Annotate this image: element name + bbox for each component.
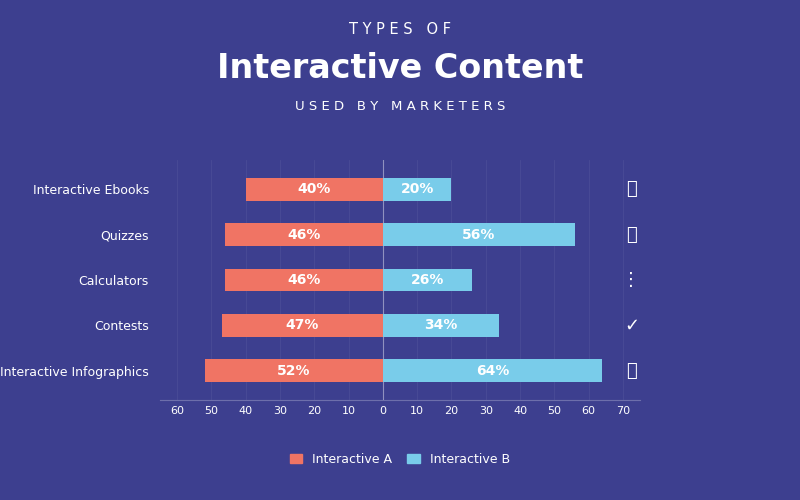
Text: 47%: 47% <box>286 318 319 332</box>
Text: 64%: 64% <box>476 364 510 378</box>
Bar <box>222 314 383 336</box>
Text: 34%: 34% <box>425 318 458 332</box>
Bar <box>383 178 451 201</box>
Text: U S E D   B Y   M A R K E T E R S: U S E D B Y M A R K E T E R S <box>295 100 505 113</box>
Text: 📈: 📈 <box>626 180 637 198</box>
Bar <box>383 314 499 336</box>
Text: 40%: 40% <box>298 182 331 196</box>
Text: 26%: 26% <box>410 273 444 287</box>
Legend: Interactive A, Interactive B: Interactive A, Interactive B <box>290 453 510 466</box>
Bar <box>246 178 383 201</box>
Text: 56%: 56% <box>462 228 495 241</box>
Bar <box>383 268 472 291</box>
Text: 20%: 20% <box>401 182 434 196</box>
Text: 46%: 46% <box>287 273 321 287</box>
Bar <box>225 224 383 246</box>
Text: 52%: 52% <box>277 364 310 378</box>
Text: T Y P E S   O F: T Y P E S O F <box>349 22 451 38</box>
Text: 📖: 📖 <box>626 362 637 380</box>
Text: ⋮: ⋮ <box>622 271 641 289</box>
Bar <box>205 359 383 382</box>
Text: 🥇: 🥇 <box>626 226 637 244</box>
Text: Interactive Content: Interactive Content <box>217 52 583 86</box>
Bar <box>225 268 383 291</box>
Text: 46%: 46% <box>287 228 321 241</box>
Bar <box>383 359 602 382</box>
Text: ✓: ✓ <box>624 316 639 334</box>
Bar <box>383 224 575 246</box>
